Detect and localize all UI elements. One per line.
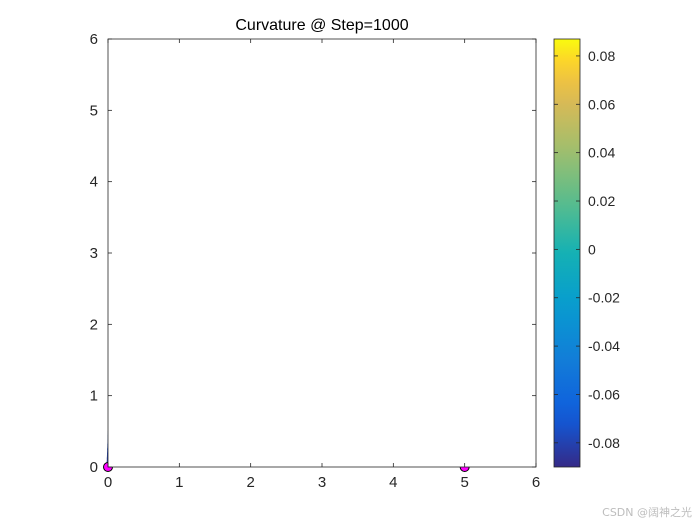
y-tick-label: 0	[90, 459, 98, 476]
axes: 0 1 2 3 4 5 6 0 1 2 3 4 5 6	[90, 31, 541, 491]
colorbar-tick-label: -0.08	[588, 435, 620, 451]
colorbar-tick-label: 0.02	[588, 193, 615, 209]
y-tick-label: 2	[90, 316, 98, 333]
y-tick-label: 3	[90, 245, 98, 262]
colorbar-tick-label: 0.06	[588, 96, 615, 112]
x-tick-label: 2	[246, 474, 254, 491]
chart-title: Curvature @ Step=1000	[235, 17, 408, 34]
x-tick-label: 5	[460, 474, 468, 491]
axes-box	[107, 38, 537, 468]
colorbar-tick-label: 0.04	[588, 145, 615, 161]
colorbar-tick-label: -0.02	[588, 290, 620, 306]
colorbar-gradient	[553, 38, 581, 468]
y-tick-label: 6	[90, 31, 98, 48]
y-tick-label: 5	[90, 102, 98, 119]
y-tick-label: 4	[90, 174, 98, 191]
colorbar-tick-label: -0.04	[588, 338, 620, 354]
y-tick-label: 1	[90, 388, 98, 405]
colorbar-tick-label: 0	[588, 241, 596, 257]
x-tick-label: 3	[318, 474, 326, 491]
colorbar-tick-label: -0.06	[588, 386, 620, 402]
colorbar-tick-label: 0.08	[588, 48, 615, 64]
x-tick-label: 0	[104, 474, 112, 491]
x-tick-label: 6	[532, 474, 540, 491]
x-tick-label: 4	[389, 474, 397, 491]
watermark: CSDN @阔神之光	[602, 505, 692, 519]
colorbar: -0.08 -0.06 -0.04 -0.02 0 0.02 0.04 0.06 0.08	[553, 38, 620, 468]
x-tick-label: 1	[175, 474, 183, 491]
